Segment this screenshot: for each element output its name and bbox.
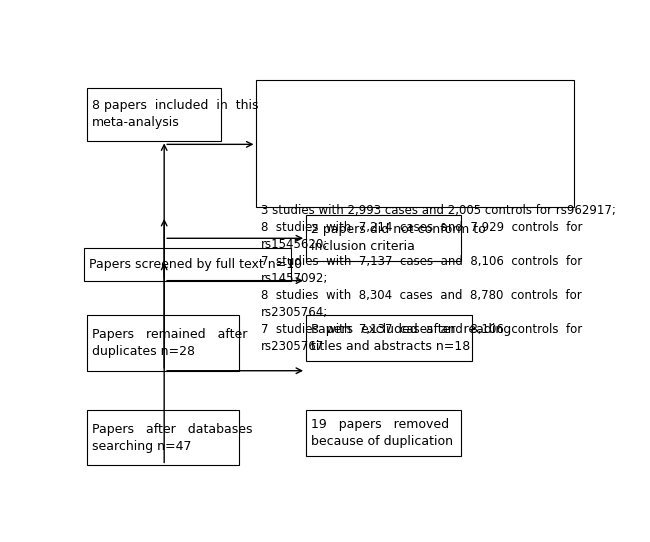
Bar xyxy=(306,410,461,456)
Text: 8 papers  included  in  this
meta-analysis: 8 papers included in this meta-analysis xyxy=(92,99,259,130)
Bar xyxy=(306,315,472,362)
Text: 19   papers   removed
because of duplication: 19 papers removed because of duplication xyxy=(311,418,454,448)
Text: Papers  excluded  after  reading
titles and abstracts n=18: Papers excluded after reading titles and… xyxy=(311,324,512,353)
Bar xyxy=(256,80,574,208)
Bar xyxy=(84,248,291,281)
Bar xyxy=(88,410,239,466)
Text: Papers   after   databases
searching n=47: Papers after databases searching n=47 xyxy=(92,423,253,453)
Bar xyxy=(88,315,239,371)
Text: 2 papers did not conform to
inclusion criteria: 2 papers did not conform to inclusion cr… xyxy=(311,223,486,253)
Bar xyxy=(306,215,461,261)
Text: Papers   remained   after
duplicates n=28: Papers remained after duplicates n=28 xyxy=(92,328,248,358)
Bar xyxy=(88,88,221,140)
Text: Papers screened by full text n=10: Papers screened by full text n=10 xyxy=(89,258,302,271)
Text: 3 studies with 2,993 cases and 2,005 controls for rs962917;
8  studies  with  7,: 3 studies with 2,993 cases and 2,005 con… xyxy=(261,204,616,353)
